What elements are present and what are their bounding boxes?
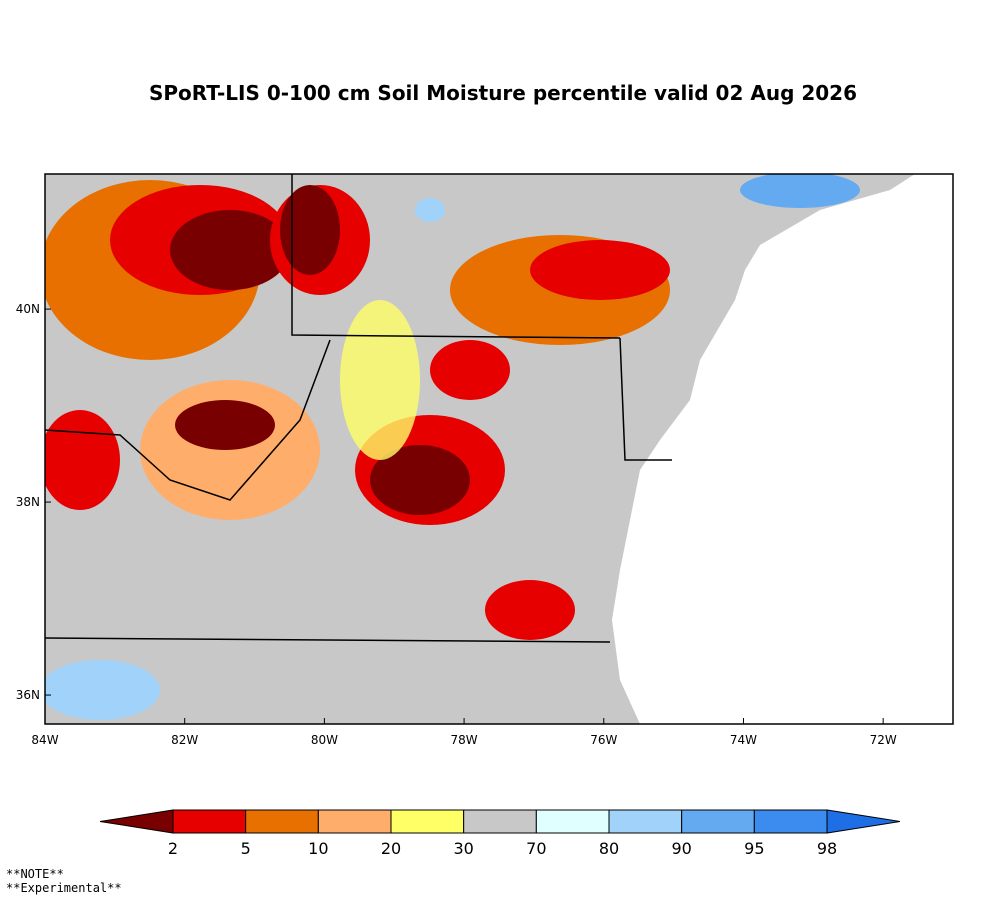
note: **Experimental** <box>6 881 122 895</box>
colorbar-box <box>317 809 392 834</box>
x-tick-label: 80W <box>311 733 338 747</box>
wet-area <box>45 660 160 720</box>
dry-area <box>430 340 510 400</box>
colorbar-box <box>608 809 683 834</box>
colorbar-box <box>753 809 828 834</box>
colorbar-label: 90 <box>671 839 691 858</box>
colorbar-low-arrow <box>99 809 174 834</box>
dry-area <box>340 300 420 460</box>
colorbar-box <box>535 809 610 834</box>
note: **NOTE** <box>6 867 64 881</box>
colorbar-label: 20 <box>381 839 401 858</box>
colorbar-label: 95 <box>744 839 764 858</box>
wet-area <box>740 174 860 208</box>
dry-area <box>530 240 670 300</box>
x-tick-label: 82W <box>171 733 198 747</box>
dry-area <box>45 410 120 510</box>
x-tick-label: 74W <box>730 733 757 747</box>
colorbar-box <box>681 809 755 834</box>
wet-area <box>415 198 445 222</box>
y-tick-label: 38N <box>16 495 40 509</box>
map-field <box>45 174 915 724</box>
dry-area <box>370 445 470 515</box>
map-frame <box>44 173 954 725</box>
state-borders <box>45 174 672 643</box>
colorbar-high-arrow <box>826 809 901 834</box>
colorbar-label: 30 <box>453 839 473 858</box>
x-tick-label: 84W <box>31 733 58 747</box>
dry-area <box>170 210 290 290</box>
title: SPoRT-LIS 0-100 cm Soil Moisture percent… <box>149 81 857 105</box>
y-tick-label: 36N <box>16 688 40 702</box>
colorbar-label: 10 <box>308 839 328 858</box>
dry-area <box>175 400 275 450</box>
dry-area <box>485 580 575 640</box>
colorbar-label: 5 <box>241 839 251 858</box>
colorbar-label: 80 <box>599 839 619 858</box>
colorbar-label: 70 <box>526 839 546 858</box>
colorbar-label: 2 <box>168 839 178 858</box>
x-tick-label: 72W <box>870 733 897 747</box>
colorbar-box <box>390 809 465 834</box>
colorbar-box <box>172 809 247 834</box>
colorbar-box <box>463 809 537 834</box>
y-tick-label: 40N <box>16 302 40 316</box>
colorbar-label: 98 <box>817 839 837 858</box>
x-tick-label: 78W <box>451 733 478 747</box>
x-tick-label: 76W <box>590 733 617 747</box>
dry-area <box>280 185 340 275</box>
colorbar-box <box>245 809 319 834</box>
